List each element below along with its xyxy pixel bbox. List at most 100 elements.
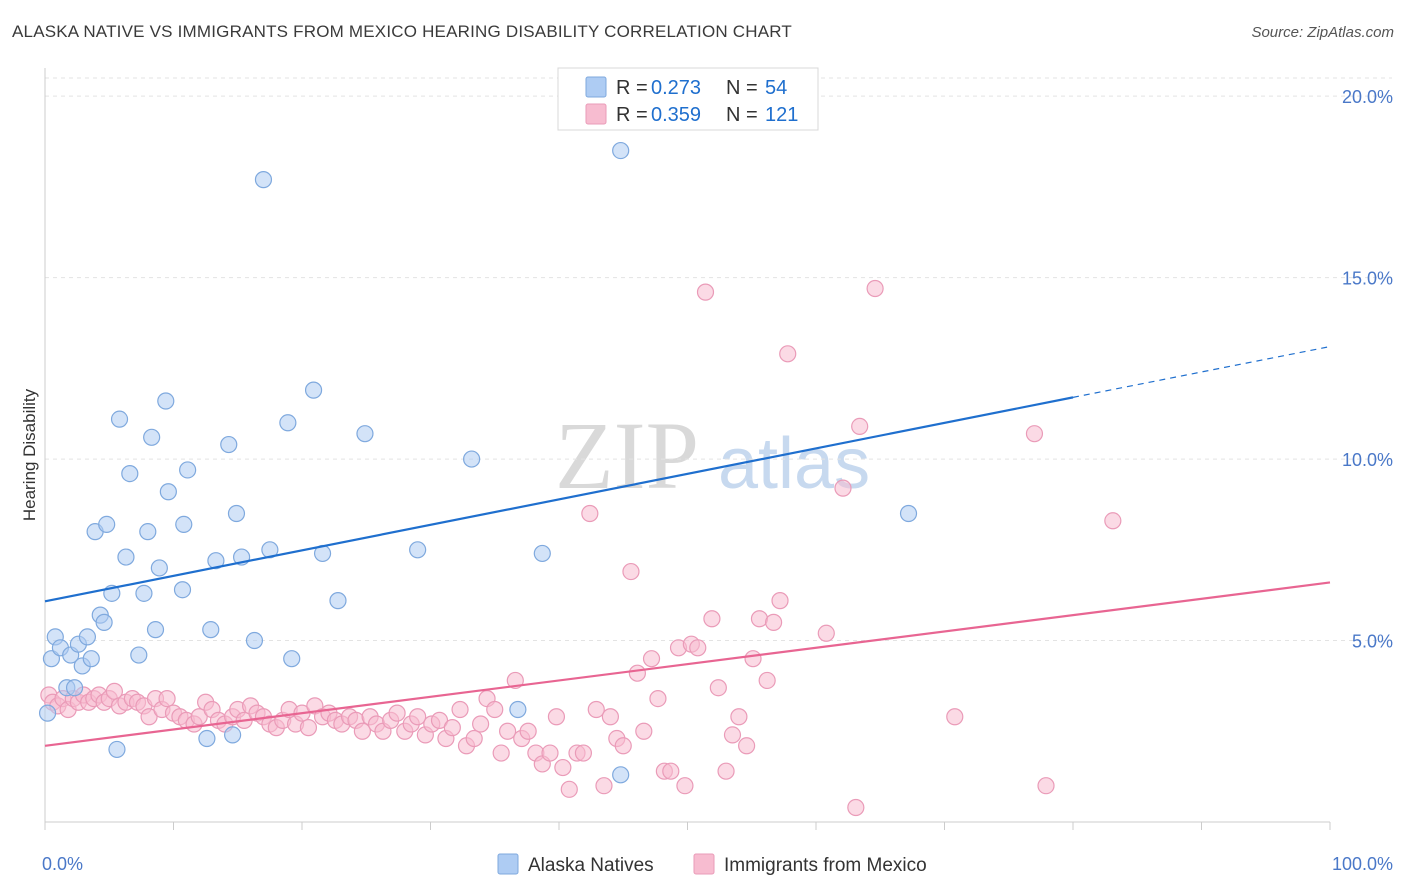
x-tick-labels: 0.0% 100.0% [42, 854, 1393, 874]
immigrants-from-mexico-point-57 [388, 704, 406, 722]
immigrants-from-mexico-point-72 [492, 744, 510, 762]
immigrants-from-mexico-point-68 [465, 729, 483, 748]
alaska-natives-point-22 [139, 523, 157, 541]
alaska-natives-point-21 [135, 584, 153, 602]
alaska-natives-point-14 [98, 515, 116, 534]
alaska-natives-point-31 [198, 729, 216, 748]
immigrants-from-mexico-point-73 [499, 722, 517, 740]
alaska-natives-point-53 [899, 504, 918, 523]
immigrants-from-mexico-point-52 [353, 722, 371, 740]
legend-label-alaska-natives: Alaska Natives [528, 855, 654, 876]
alaska-natives-point-46 [356, 425, 374, 443]
alaska-natives-point-43 [304, 381, 323, 399]
immigrants-from-mexico-point-117 [851, 417, 869, 436]
immigrants-from-mexico-point-66 [451, 700, 469, 719]
immigrants-from-mexico-point-103 [703, 610, 721, 628]
immigrants-from-mexico-point-85 [581, 504, 599, 523]
alaska-natives-point-50 [533, 544, 551, 563]
x-tick-label-0: 0.0% [42, 854, 83, 874]
alaska-natives-point-24 [146, 621, 165, 639]
alaska-natives-point-30 [179, 461, 197, 479]
immigrants-from-mexico-point-113 [771, 592, 789, 610]
trend-lines [44, 345, 1331, 747]
alaska-natives-point-48 [463, 450, 481, 468]
immigrants-from-mexico-point-102 [696, 283, 715, 301]
immigrants-from-mexico-point-105 [717, 762, 735, 780]
alaska-natives-point-17 [110, 410, 129, 428]
alaska-natives-point-49 [509, 700, 527, 719]
legend-swatch-immigrants-from-mexico [693, 853, 715, 875]
alaska-natives-point-18 [117, 548, 135, 566]
immigrants-from-mexico-point-88 [601, 708, 620, 726]
immigrants-from-mexico-point-27 [190, 708, 208, 726]
legend-swatch-blue [585, 76, 607, 98]
legend-n-label-2: N = [726, 104, 758, 126]
immigrants-from-mexico-point-109 [744, 650, 762, 668]
legend-r-value-1: 0.273 [651, 77, 701, 99]
alaska-natives-point-42 [283, 650, 301, 668]
alaska-natives-point-0 [38, 704, 57, 722]
immigrants-from-mexico-point-90 [614, 737, 632, 755]
immigrants-from-mexico-point-84 [574, 744, 593, 762]
immigrants-from-mexico-point-65 [443, 719, 461, 737]
immigrants-from-mexico-point-116 [834, 479, 852, 497]
immigrants-from-mexico-point-106 [723, 726, 742, 744]
alaska-natives-point-47 [409, 541, 427, 559]
immigrants-from-mexico-point-97 [662, 762, 680, 780]
alaska-natives-point-32 [202, 621, 220, 639]
immigrants-from-mexico-point-123 [1104, 512, 1122, 530]
immigrants-from-mexico-point-121 [1025, 425, 1044, 443]
immigrants-from-mexico-point-94 [642, 650, 661, 668]
alaska-natives-point-25 [150, 559, 168, 577]
legend-swatch-pink [585, 103, 607, 125]
correlation-legend: R = 0.273 N = 54 R = 0.359 N = 121 [557, 67, 819, 131]
y-tick-label-3: 20.0% [1342, 87, 1393, 107]
alaska-natives-point-45 [329, 592, 347, 610]
legend-n-label-1: N = [726, 77, 758, 99]
legend-n-value-2: 121 [765, 104, 798, 126]
immigrants-from-mexico-point-118 [847, 798, 865, 817]
alaska-natives-point-34 [220, 435, 238, 454]
immigrants-from-mexico-point-82 [560, 780, 578, 798]
immigrants-from-mexico-point-108 [738, 737, 756, 755]
alaska-natives-point-52 [612, 141, 630, 160]
immigrants-from-mexico-point-104 [709, 679, 727, 697]
y-tick-label-2: 15.0% [1342, 269, 1393, 289]
immigrants-from-mexico-point-80 [547, 708, 566, 726]
alaska-natives-point-23 [143, 428, 161, 446]
alaska-natives-point-35 [224, 726, 242, 744]
chart-title: ALASKA NATIVE VS IMMIGRANTS FROM MEXICO … [12, 22, 793, 41]
alaska-natives-point-19 [121, 464, 139, 483]
alaska-natives-point-51 [612, 766, 630, 784]
immigrants-from-mexico-point-19 [140, 708, 158, 726]
immigrants-from-mexico-point-107 [730, 708, 748, 726]
watermark: ZIP atlas [555, 402, 870, 509]
immigrants-from-mexico-point-120 [946, 708, 964, 726]
legend-label-immigrants-from-mexico: Immigrants from Mexico [724, 855, 927, 876]
legend-swatch-alaska-natives [497, 853, 519, 875]
immigrants-from-mexico-point-115 [817, 624, 835, 642]
alaska-natives-point-6 [65, 679, 84, 697]
immigrants-from-mexico-point-92 [628, 664, 646, 682]
alaska-natives-point-41 [279, 414, 297, 432]
immigrants-from-mexico-point-86 [587, 700, 605, 719]
immigrants-from-mexico-point-44 [299, 719, 318, 737]
alaska-natives-point-26 [157, 392, 175, 410]
alaska-natives-point-16 [108, 740, 126, 759]
alaska-natives-point-27 [159, 483, 177, 501]
immigrants-from-mexico-point-122 [1037, 777, 1055, 795]
immigrants-from-mexico-point-101 [689, 639, 707, 657]
immigrants-from-mexico-point-112 [764, 613, 783, 631]
alaska-natives-point-36 [227, 504, 246, 523]
immigrants-from-mexico-point-119 [866, 279, 884, 298]
immigrants-from-mexico-point-81 [554, 758, 572, 777]
source-credit: Source: ZipAtlas.com [1251, 24, 1394, 41]
immigrants-from-mexico-trend-line [44, 581, 1331, 747]
alaska-natives-point-33 [207, 552, 225, 570]
immigrants-from-mexico-point-69 [472, 715, 490, 733]
legend-n-value-1: 54 [765, 77, 787, 99]
alaska-natives-point-13 [95, 613, 113, 631]
legend-r-label-2: R = [616, 104, 648, 126]
immigrants-from-mexico-point-60 [409, 708, 427, 726]
